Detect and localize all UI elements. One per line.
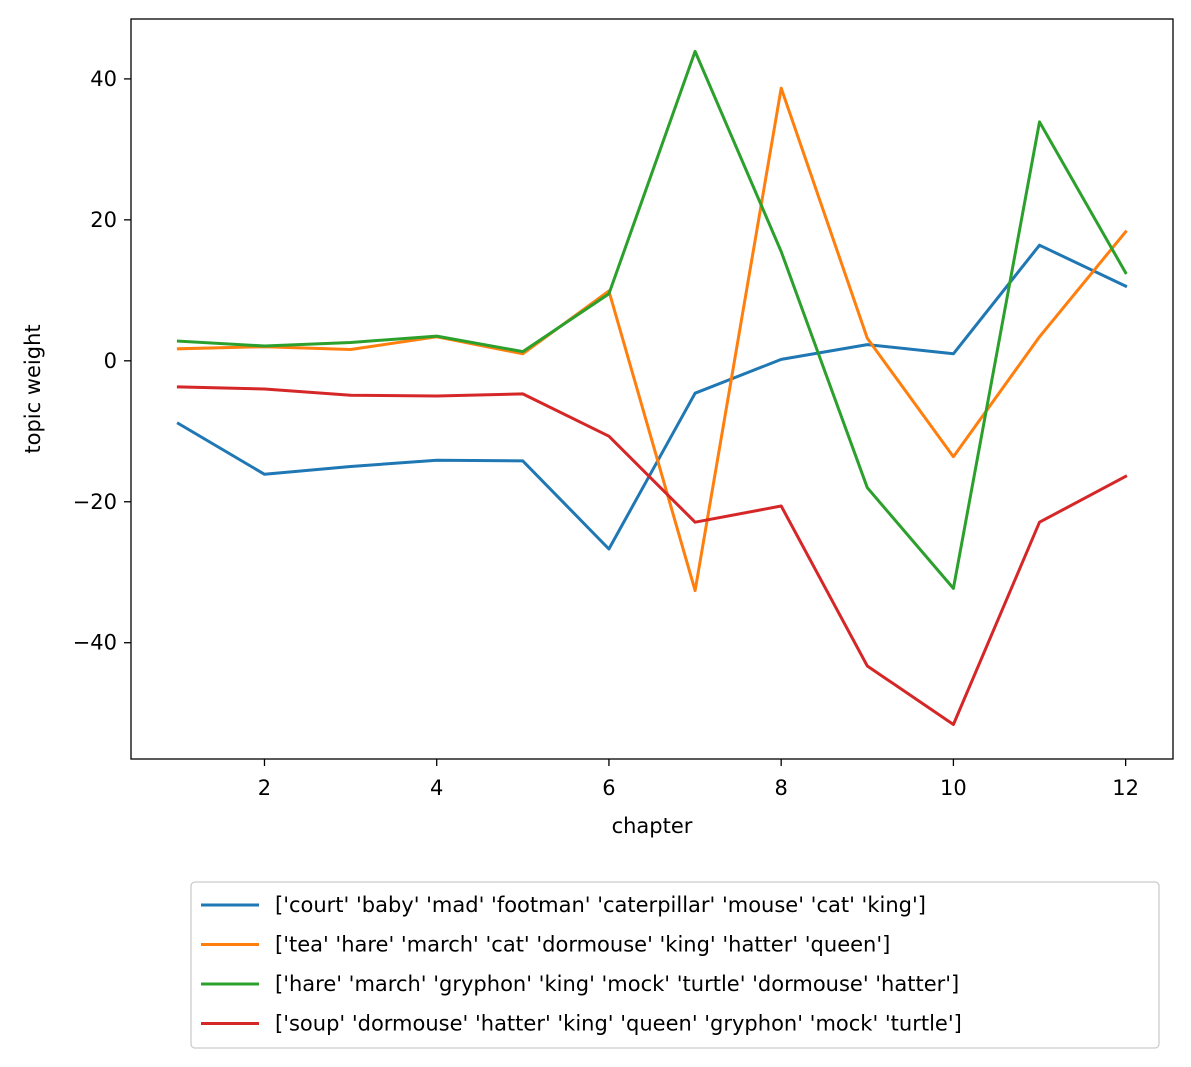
series-line-3 — [176, 49, 1128, 590]
y-tick-label: −40 — [73, 631, 117, 655]
legend-label-3: ['hare' 'march' 'gryphon' 'king' 'mock' … — [275, 972, 959, 996]
y-axis-label: topic weight — [21, 324, 45, 453]
plot-lines — [176, 49, 1128, 726]
legend-label-4: ['soup' 'dormouse' 'hatter' 'king' 'quee… — [275, 1012, 962, 1036]
x-tick-label: 2 — [258, 776, 271, 800]
x-axis-ticks: 2 4 6 8 10 12 — [258, 759, 1139, 800]
y-tick-label: 20 — [90, 208, 117, 232]
x-axis-label: chapter — [612, 814, 693, 838]
x-tick-label: 12 — [1112, 776, 1139, 800]
series-line-1 — [176, 243, 1128, 551]
legend-label-1: ['court' 'baby' 'mad' 'footman' 'caterpi… — [275, 893, 926, 917]
legend-label-2: ['tea' 'hare' 'march' 'cat' 'dormouse' '… — [275, 933, 890, 957]
y-tick-label: 0 — [104, 349, 117, 373]
x-tick-label: 6 — [602, 776, 615, 800]
x-tick-label: 8 — [774, 776, 787, 800]
series-line-4 — [176, 385, 1128, 726]
y-axis-ticks: −40 −20 0 20 40 — [73, 67, 131, 655]
series-line-2 — [176, 86, 1128, 593]
legend-box — [190, 881, 1160, 1049]
x-tick-label: 10 — [940, 776, 967, 800]
legend: ['court' 'baby' 'mad' 'footman' 'caterpi… — [190, 881, 1160, 1049]
x-tick-label: 4 — [430, 776, 443, 800]
plot-frame — [130, 18, 1174, 760]
y-tick-label: −20 — [73, 490, 117, 514]
y-tick-label: 40 — [90, 67, 117, 91]
